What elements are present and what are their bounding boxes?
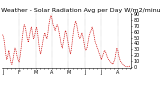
Title: Milwaukee Weather - Solar Radiation Avg per Day W/m2/minute: Milwaukee Weather - Solar Radiation Avg …	[0, 8, 160, 13]
